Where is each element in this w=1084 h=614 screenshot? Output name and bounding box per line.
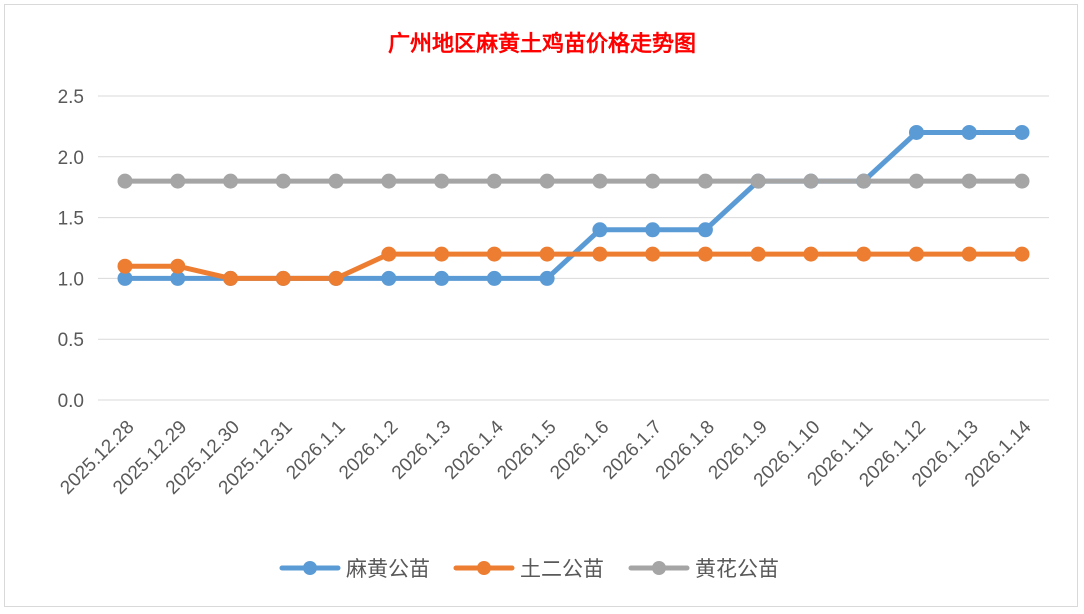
data-point <box>486 173 502 189</box>
data-point <box>381 270 397 286</box>
data-point <box>592 173 608 189</box>
legend: 麻黄公苗 土二公苗 黄花公苗 <box>279 557 779 581</box>
series-lines <box>117 124 1030 286</box>
legend-item: 麻黄公苗 <box>279 557 430 581</box>
data-point <box>697 246 713 262</box>
y-tick-label: 1.5 <box>58 209 84 230</box>
data-point <box>539 270 555 286</box>
data-point <box>434 246 450 262</box>
data-point <box>697 173 713 189</box>
data-point <box>539 246 555 262</box>
data-point <box>117 173 133 189</box>
data-point <box>486 270 502 286</box>
data-point <box>275 173 291 189</box>
data-point <box>381 173 397 189</box>
data-point <box>645 222 661 238</box>
data-point <box>486 246 502 262</box>
y-tick-label: 1.0 <box>58 269 84 290</box>
gridlines <box>98 95 1049 401</box>
y-tick-label: 0.5 <box>58 330 84 351</box>
data-point <box>328 270 344 286</box>
legend-marker <box>303 561 317 575</box>
data-point <box>961 246 977 262</box>
y-tick-label: 2.5 <box>58 87 84 108</box>
data-point <box>803 173 819 189</box>
data-point <box>908 173 924 189</box>
legend-label: 麻黄公苗 <box>346 557 430 581</box>
data-point <box>539 173 555 189</box>
data-point <box>117 258 133 274</box>
data-point <box>328 173 344 189</box>
data-point <box>750 173 766 189</box>
data-point <box>275 270 291 286</box>
data-point <box>856 246 872 262</box>
data-point <box>170 258 186 274</box>
data-point <box>592 222 608 238</box>
data-point <box>908 124 924 140</box>
series-markers-2 <box>117 246 1030 286</box>
data-point <box>381 246 397 262</box>
data-point <box>434 173 450 189</box>
series-markers-3 <box>117 173 1030 189</box>
series-markers-1 <box>117 124 1030 286</box>
legend-marker <box>477 561 491 575</box>
data-point <box>961 173 977 189</box>
data-point <box>1014 124 1030 140</box>
legend-label: 黄花公苗 <box>695 557 779 581</box>
y-axis-ticks: 0.0 0.5 1.0 1.5 2.0 2.5 <box>58 87 84 412</box>
data-point <box>961 124 977 140</box>
data-point <box>1014 173 1030 189</box>
y-tick-label: 2.0 <box>58 148 84 169</box>
data-point <box>223 270 239 286</box>
data-point <box>908 246 924 262</box>
data-point <box>434 270 450 286</box>
data-point <box>697 222 713 238</box>
chart-title: 广州地区麻黄土鸡苗价格走势图 <box>387 31 696 57</box>
legend-marker <box>652 561 666 575</box>
y-tick-label: 0.0 <box>58 391 84 412</box>
data-point <box>223 173 239 189</box>
series-line <box>122 251 1025 281</box>
legend-item: 黄花公苗 <box>628 557 779 581</box>
chart-frame <box>4 4 1078 607</box>
data-point <box>1014 246 1030 262</box>
data-point <box>645 173 661 189</box>
legend-item: 土二公苗 <box>453 557 604 581</box>
data-point <box>170 173 186 189</box>
legend-label: 土二公苗 <box>520 557 604 581</box>
data-point <box>645 246 661 262</box>
data-point <box>750 246 766 262</box>
data-point <box>856 173 872 189</box>
data-point <box>592 246 608 262</box>
series-2 <box>122 251 1025 281</box>
x-axis-ticks: 2025.12.282025.12.292025.12.302025.12.31… <box>56 416 1035 498</box>
data-point <box>803 246 819 262</box>
